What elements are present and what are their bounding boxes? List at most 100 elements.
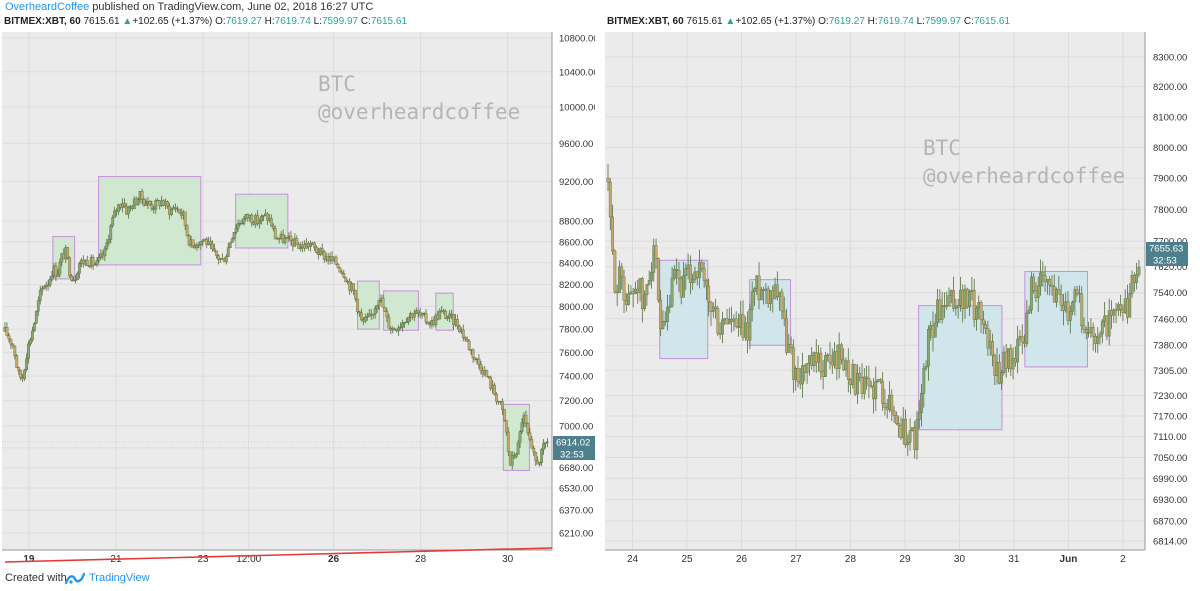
candle-body — [711, 306, 715, 312]
candle-body — [448, 313, 451, 318]
candle-body — [814, 352, 818, 363]
candle-body — [501, 401, 504, 410]
candle-body — [444, 311, 448, 319]
x-tick-label: 28 — [415, 554, 427, 565]
y-tick-label: 6814.00 — [1153, 537, 1187, 548]
candle-body — [412, 313, 416, 318]
candle-body — [933, 322, 937, 338]
chart-canvas-right[interactable]: 8300.00 8200.00 8100.00 8000.00 7900.00 7800.… — [603, 14, 1200, 566]
tradingview-logo-icon[interactable] — [65, 571, 85, 585]
candle-body — [299, 247, 303, 250]
watermark-line-1: BTC — [923, 136, 961, 160]
candle-body — [1137, 266, 1141, 275]
candle-body — [931, 325, 935, 338]
candle-body — [801, 365, 804, 385]
candle-body — [753, 288, 756, 292]
candle-body — [1123, 298, 1127, 313]
candle-body — [271, 225, 275, 229]
candle-body — [516, 442, 520, 455]
candle-body — [224, 256, 228, 263]
candle-body — [313, 242, 316, 248]
candle-body — [50, 275, 54, 280]
candle-body — [142, 199, 146, 206]
candle-body — [5, 327, 9, 336]
x-tick-label: 28 — [845, 554, 857, 565]
candle-body — [136, 199, 140, 205]
candle-body — [606, 177, 610, 183]
candle-body — [615, 291, 619, 294]
candle-body — [232, 232, 236, 240]
candle-body — [17, 367, 21, 371]
candle-body — [656, 258, 660, 301]
x-tick-label: 19 — [23, 554, 35, 565]
candle-body — [691, 279, 695, 283]
low-value: 7599.97 — [321, 16, 359, 27]
candle-body — [322, 251, 326, 260]
close-label: C: — [963, 16, 974, 27]
candle-body — [780, 291, 784, 312]
candle-body — [684, 268, 688, 277]
candle-body — [917, 412, 921, 420]
candle-body — [1059, 294, 1063, 306]
candle-body — [679, 278, 683, 298]
candle-body — [659, 299, 663, 329]
candle-body — [812, 352, 816, 367]
candle-body — [803, 365, 807, 373]
candle-body — [85, 260, 89, 267]
candle-body — [977, 302, 981, 309]
y-tick-label: 8400.00 — [559, 258, 593, 269]
candle-body — [9, 338, 13, 345]
x-tick-label: 26 — [736, 554, 748, 565]
open-label: O: — [818, 16, 829, 27]
candle-body — [954, 307, 958, 309]
candle-body — [230, 238, 234, 243]
candle-body — [986, 328, 990, 349]
candle-body — [107, 239, 111, 244]
candle-body — [810, 355, 814, 367]
candle-body — [126, 207, 130, 215]
author-link[interactable]: OverheardCoffee — [5, 1, 90, 13]
y-tick-label: 9600.00 — [559, 139, 593, 150]
candle-body — [1116, 304, 1120, 311]
candle-body — [640, 278, 644, 309]
candle-body — [365, 316, 369, 318]
candle-body — [910, 427, 914, 431]
candle-body — [363, 317, 367, 322]
y-tick-label: 7460.00 — [1153, 314, 1187, 325]
candle-body — [1016, 338, 1020, 363]
grid-lines — [605, 32, 1145, 550]
candle-body — [1029, 276, 1033, 311]
candle-body — [894, 415, 898, 424]
x-tick-label: 2 — [1120, 554, 1126, 565]
tradingview-link[interactable]: TradingView — [89, 572, 150, 584]
candle-body — [1007, 348, 1010, 369]
candle-body — [38, 289, 42, 301]
candle-body — [518, 431, 522, 443]
candle-body — [477, 358, 481, 365]
candle-body — [693, 271, 697, 280]
candle-body — [876, 379, 880, 382]
countdown-tag-bg — [1146, 254, 1188, 266]
candle-body — [775, 284, 779, 297]
candle-body — [707, 285, 711, 303]
candle-body — [688, 264, 692, 283]
candle-body — [542, 443, 545, 450]
candle-body — [1013, 358, 1017, 363]
candle-body — [890, 394, 894, 412]
candle-body — [892, 410, 896, 416]
chart-canvas-left[interactable]: 10800.00 10400.00 10000.00 9600.00 9200.00 88… — [0, 14, 595, 566]
candle-body — [1128, 293, 1132, 318]
y-tick-label: 7540.00 — [1153, 288, 1187, 299]
chart-panel-left: BITMEX:XBT, 60 7615.61 ▲+102.65 (+1.37%)… — [0, 14, 595, 566]
candle-body — [961, 289, 965, 309]
candle-body — [947, 295, 951, 307]
candle-body — [242, 218, 246, 224]
candle-body — [975, 307, 978, 320]
candle-body — [385, 311, 389, 318]
candle-body — [723, 318, 727, 321]
candle-body — [76, 273, 79, 281]
symbol-name: BITMEX:XBT, 60 — [607, 16, 684, 27]
candle-body — [1132, 275, 1136, 283]
candle-body — [401, 322, 404, 328]
candle-body — [1027, 309, 1031, 314]
